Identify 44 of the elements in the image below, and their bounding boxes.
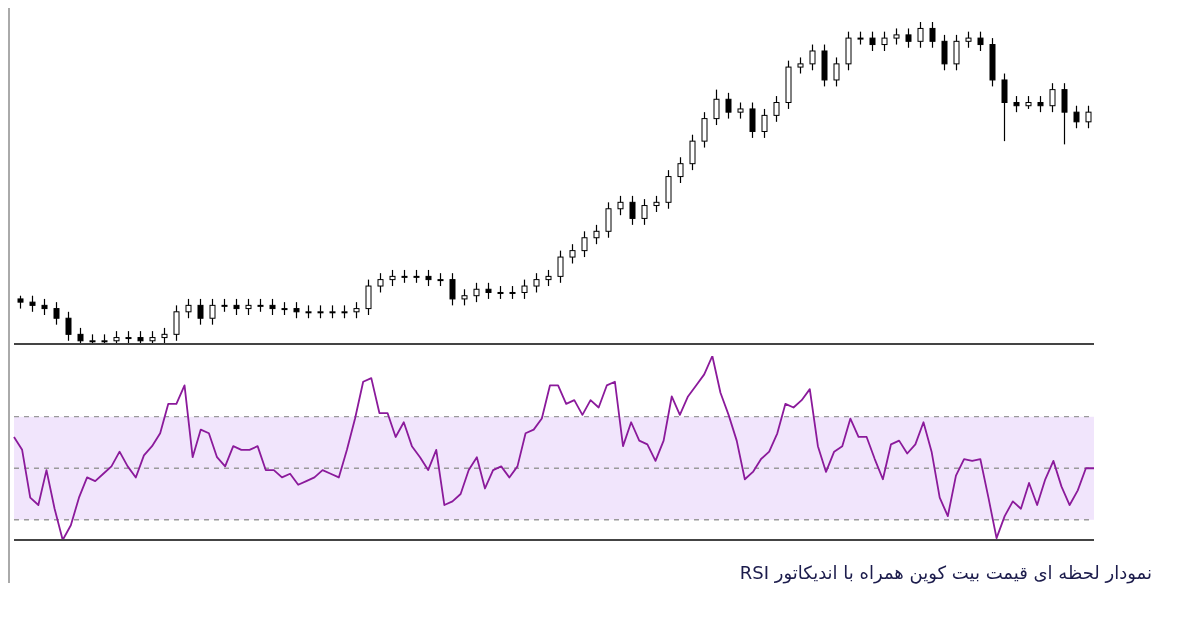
candlestick — [749, 101, 756, 139]
candlestick — [593, 224, 600, 245]
candlestick — [689, 134, 696, 171]
candlestick — [377, 272, 384, 294]
candlestick — [533, 272, 540, 294]
candlestick — [557, 250, 564, 284]
candlestick — [209, 298, 216, 326]
candlestick — [941, 34, 948, 71]
candlestick — [677, 156, 684, 184]
candlestick — [605, 201, 612, 239]
candlestick — [977, 31, 984, 52]
candlestick — [65, 311, 72, 342]
candlestick — [809, 43, 816, 71]
candlestick — [173, 304, 180, 342]
candlestick — [1085, 105, 1092, 129]
candlestick — [629, 195, 636, 226]
candlestick — [365, 279, 372, 316]
candlestick — [953, 34, 960, 71]
candlestick — [761, 108, 768, 139]
candlestick — [833, 56, 840, 87]
candlestick — [569, 243, 576, 265]
candlestick — [521, 279, 528, 300]
candlestick — [1049, 82, 1056, 113]
candlestick — [581, 230, 588, 258]
candlestick — [905, 27, 912, 49]
candlestick — [929, 22, 936, 49]
candlestick — [53, 301, 60, 326]
candlestick — [1061, 82, 1068, 145]
candlestick — [1073, 105, 1080, 129]
text: نمودار لحظه ای قیمت بیت کوین همراه با اندیکاتور RSI — [738, 561, 1153, 583]
candlestick — [881, 31, 888, 52]
candlestick — [1001, 72, 1008, 142]
candlestick — [617, 195, 624, 216]
candlestick — [773, 95, 780, 123]
candlestick — [869, 31, 876, 52]
candlestick — [701, 111, 708, 149]
candlestick — [449, 272, 456, 306]
candlestick — [725, 92, 732, 120]
candlestick — [713, 89, 720, 126]
candlestick — [473, 282, 480, 303]
candlestick — [917, 22, 924, 49]
candlestick — [185, 298, 192, 319]
candlestick — [197, 298, 204, 326]
candlestick — [641, 198, 648, 226]
